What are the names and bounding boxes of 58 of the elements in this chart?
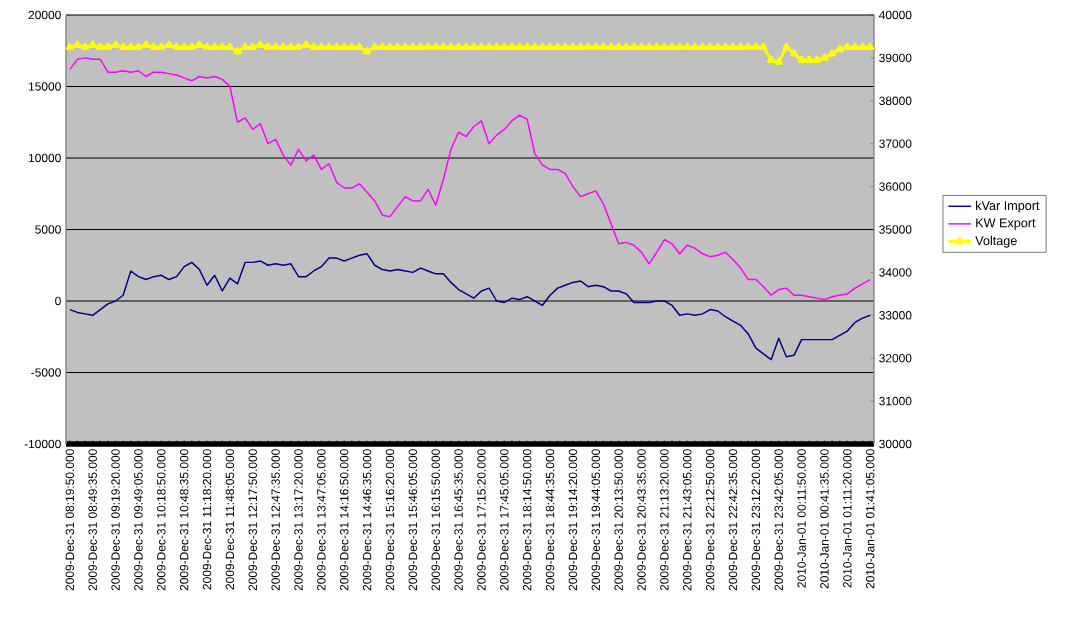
x-tick-label: 2009-Dec-31 20:43:35.000 [637,449,646,591]
legend-label: Voltage [975,235,1017,248]
x-tick-label: 2009-Dec-31 21:13:20.000 [660,449,669,591]
x-tick-label: 2009-Dec-31 20:13:50.000 [614,449,623,591]
x-tick-label: 2009-Dec-31 17:45:05.000 [500,449,509,591]
x-tick-label: 2009-Dec-31 12:47:35.000 [271,449,280,591]
x-tick-label: 2009-Dec-31 17:15:20.000 [477,449,486,591]
x-tick-label: 2009-Dec-31 09:19:20.000 [111,449,120,591]
y2-tick-label: 36000 [879,182,912,191]
x-tick-label: 2009-Dec-31 16:45:35.000 [454,449,463,591]
x-tick-label: 2009-Dec-31 10:18:50.000 [157,449,166,591]
y2-tick-label: 30000 [879,439,912,449]
y-tick-label: 10000 [28,153,61,163]
x-tick-label: 2009-Dec-31 08:19:50.000 [65,449,75,591]
y-tick-label: 15000 [28,82,61,91]
y2-tick-label: 33000 [879,311,912,320]
x-tick-label: 2009-Dec-31 15:16:20.000 [385,449,395,591]
y2-tick-label: 31000 [879,396,912,406]
x-tick-label: 2009-Dec-31 18:14:50.000 [522,449,532,591]
x-tick-label: 2009-Dec-31 13:47:05.000 [317,449,326,591]
x-tick-label: 2009-Dec-31 08:49:35.000 [88,449,97,591]
x-tick-label: 2009-Dec-31 11:18:20.000 [202,449,212,590]
y2-tick-label: 32000 [879,353,912,363]
x-tick-label: 2009-Dec-31 13:17:20.000 [294,449,303,591]
y2-tick-label: 40000 [878,10,912,20]
legend-label: kVar Import [976,200,1040,213]
x-tick-label: 2009-Dec-31 14:16:50.000 [339,449,349,591]
x-tick-label: 2009-Dec-31 22:12:50.000 [705,449,715,591]
y2-tick-label: 34000 [879,268,912,277]
x-tick-label: 2009-Dec-31 23:12:20.000 [751,449,761,591]
y2-tick-label: 37000 [879,139,912,148]
y-tick-label: -5000 [31,368,61,377]
y-tick-label: -10000 [24,439,61,449]
y2-tick-label: 35000 [879,225,912,234]
y2-tick-label: 38000 [879,96,912,106]
y-tick-label: 0 [55,296,61,306]
x-tick-label: 2009-Dec-31 15:46:05.000 [408,449,418,591]
x-tick-label: 2010-Jan-01 00:41:35.000 [820,449,829,589]
x-tick-label: 2010-Jan-01 01:11:20.000 [843,449,852,588]
x-tick-label: 2009-Dec-31 09:49:05.000 [134,449,143,591]
x-tick-label: 2009-Dec-31 21:43:05.000 [683,449,692,591]
line-series [69,57,871,301]
x-tick-label: 2009-Dec-31 14:46:35.000 [362,449,372,591]
x-tick-label: 2009-Dec-31 16:15:50.000 [431,449,440,591]
y-tick-label: 5000 [35,225,61,234]
x-tick-label: 2009-Dec-31 10:48:35.000 [179,449,189,591]
x-tick-label: 2009-Dec-31 12:17:50.000 [248,449,257,591]
x-tick-label: 2009-Dec-31 19:44:05.000 [591,449,601,591]
legend-label: KW Export [976,218,1036,230]
x-tick-label: 2010-Jan-01 00:11:50.000 [797,449,806,588]
x-tick-label: 2009-Dec-31 22:42:35.000 [728,449,738,591]
y2-tick-label: 39000 [879,53,912,63]
x-tick-label: 2009-Dec-31 23:42:05.000 [774,449,783,591]
y-tick-label: 20000 [28,10,61,20]
x-tick-label: 2009-Dec-31 19:14:20.000 [568,449,578,591]
x-tick-label: 2010-Jan-01 01:41:05.000 [865,449,875,589]
x-tick-label: 2009-Dec-31 18:44:35.000 [545,449,555,591]
x-tick-label: 2009-Dec-31 11:48:05.000 [225,449,235,590]
